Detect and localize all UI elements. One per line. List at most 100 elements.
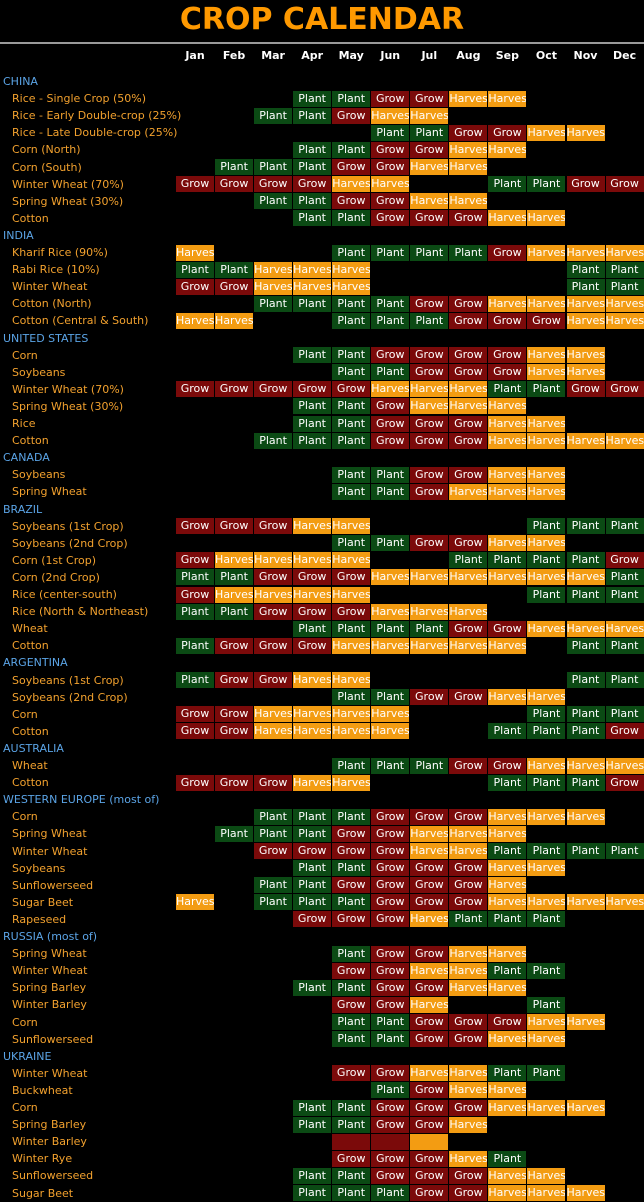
- cell-grow: Grow: [332, 843, 371, 859]
- cell-plant: Plant: [293, 979, 332, 996]
- cell-plant: Plant: [293, 860, 332, 877]
- cell-harvest: Harvest: [449, 979, 488, 996]
- cell-grow: Grow: [449, 312, 488, 329]
- crop-label: Spring Wheat: [12, 485, 87, 499]
- cell-harvest: Harvest: [605, 244, 644, 261]
- cell-harvest: Harvest: [293, 723, 332, 740]
- cell-harvest: Harvest: [488, 808, 527, 825]
- crop-label: Rice (center-south): [12, 588, 117, 601]
- cell-growfill: [332, 1133, 371, 1150]
- cell-grow: Grow: [371, 347, 410, 364]
- cell-harvest: Harvest: [449, 159, 488, 175]
- cell-plant: Plant: [371, 295, 410, 312]
- cell-grow: Grow: [449, 1031, 488, 1048]
- cell-grow: Grow: [449, 295, 488, 312]
- cell-plant: Plant: [488, 552, 527, 569]
- region-label: CHINA: [3, 75, 38, 88]
- cell-plant: Plant: [176, 637, 214, 654]
- month-header-oct: Oct: [535, 49, 557, 62]
- cell-grow: Grow: [215, 637, 254, 654]
- cell-plant: Plant: [605, 518, 644, 535]
- cell-grow: Grow: [254, 774, 293, 791]
- crop-label: Winter Wheat (70%): [12, 177, 124, 191]
- crop-label: Rapeseed: [12, 912, 67, 926]
- cell-plant: Plant: [332, 860, 371, 877]
- cell-plant: Plant: [527, 381, 566, 398]
- cell-grow: Grow: [215, 381, 254, 398]
- cell-plant: Plant: [605, 672, 644, 688]
- cell-grow: Grow: [410, 432, 449, 449]
- cell-grow: Grow: [449, 689, 488, 706]
- cell-harvest: Harvest: [215, 552, 254, 569]
- crop-label: Corn: [12, 810, 38, 824]
- cell-grow: Grow: [254, 843, 293, 859]
- cell-grow: Grow: [215, 706, 254, 723]
- cell-grow: Grow: [410, 466, 449, 483]
- cell-grow: Grow: [410, 141, 449, 158]
- month-header-jan: Jan: [185, 49, 205, 62]
- cell-grow: Grow: [410, 689, 449, 706]
- cell-grow: Grow: [371, 808, 410, 825]
- crop-label: Rice: [12, 417, 36, 430]
- cell-grow: Grow: [449, 210, 488, 227]
- cell-plant: Plant: [566, 261, 605, 278]
- cell-plant: Plant: [332, 757, 371, 774]
- cell-harvest: Harvest: [566, 894, 605, 911]
- cell-grow: Grow: [449, 1099, 488, 1116]
- cell-plant: Plant: [332, 1031, 371, 1048]
- crop-label: Soybeans (2nd Crop): [12, 536, 128, 550]
- cell-plant: Plant: [371, 466, 410, 483]
- cell-harvest: Harvest: [293, 552, 332, 569]
- cell-plant: Plant: [254, 193, 293, 210]
- cell-plant: Plant: [293, 808, 332, 825]
- crop-label: Cotton: [12, 434, 49, 448]
- cell-grow: Grow: [371, 945, 410, 962]
- cell-grow: Grow: [371, 877, 410, 894]
- cell-plant: Plant: [605, 569, 644, 586]
- cell-harvest: Harvest: [371, 637, 410, 654]
- cell-harvest: Harvest: [293, 278, 332, 295]
- crop-label: Rice - Early Double-crop (25%): [12, 109, 182, 123]
- cell-plant: Plant: [293, 1099, 332, 1116]
- cell-grow: Grow: [449, 466, 488, 483]
- crop-label: Cotton: [12, 211, 49, 225]
- cell-plant: Plant: [449, 552, 488, 569]
- cell-plant: Plant: [332, 1014, 371, 1030]
- cell-plant: Plant: [332, 1116, 371, 1133]
- cell-grow: Grow: [410, 1150, 449, 1167]
- cell-harvest: Harvest: [449, 569, 488, 586]
- cell-plant: Plant: [332, 347, 371, 364]
- cell-harvest: Harvest: [566, 1099, 605, 1116]
- cell-grow: Grow: [215, 774, 254, 791]
- cell-grow: Grow: [410, 210, 449, 227]
- cell-plant: Plant: [371, 535, 410, 552]
- cell-plant: Plant: [332, 979, 371, 996]
- cell-harvest: Harvest: [527, 808, 566, 825]
- cell-plant: Plant: [371, 244, 410, 261]
- cell-grow: Grow: [176, 706, 214, 723]
- cell-grow: Grow: [410, 877, 449, 894]
- cell-harvest: Harvest: [293, 774, 332, 791]
- crop-label: Rice - Single Crop (50%): [12, 92, 146, 106]
- region-label: UKRAINE: [3, 1049, 52, 1063]
- cell-harvest: Harvest: [488, 415, 527, 432]
- cell-harvest: Harvest: [332, 518, 371, 535]
- crop-label: Spring Wheat (30%): [12, 194, 124, 208]
- cell-plant: Plant: [605, 586, 644, 603]
- cell-plant: Plant: [176, 261, 214, 278]
- cell-plant: Plant: [410, 244, 449, 261]
- cell-harvest: Harvest: [332, 672, 371, 688]
- cell-grow: Grow: [410, 1031, 449, 1048]
- cell-plant: Plant: [293, 107, 332, 124]
- cell-harvest: Harvest: [527, 483, 566, 500]
- crop-label: Spring Barley: [12, 981, 87, 995]
- cell-plant: Plant: [293, 295, 332, 312]
- cell-harvest: Harvest: [566, 295, 605, 312]
- cell-plant: Plant: [332, 1099, 371, 1116]
- cell-plant: Plant: [332, 620, 371, 637]
- crop-label: Sunflowerseed: [12, 1032, 94, 1046]
- cell-grow: Grow: [449, 1014, 488, 1030]
- cell-grow: Grow: [605, 552, 644, 569]
- cell-grow: Grow: [410, 364, 449, 381]
- cell-harvest: Harvest: [527, 244, 566, 261]
